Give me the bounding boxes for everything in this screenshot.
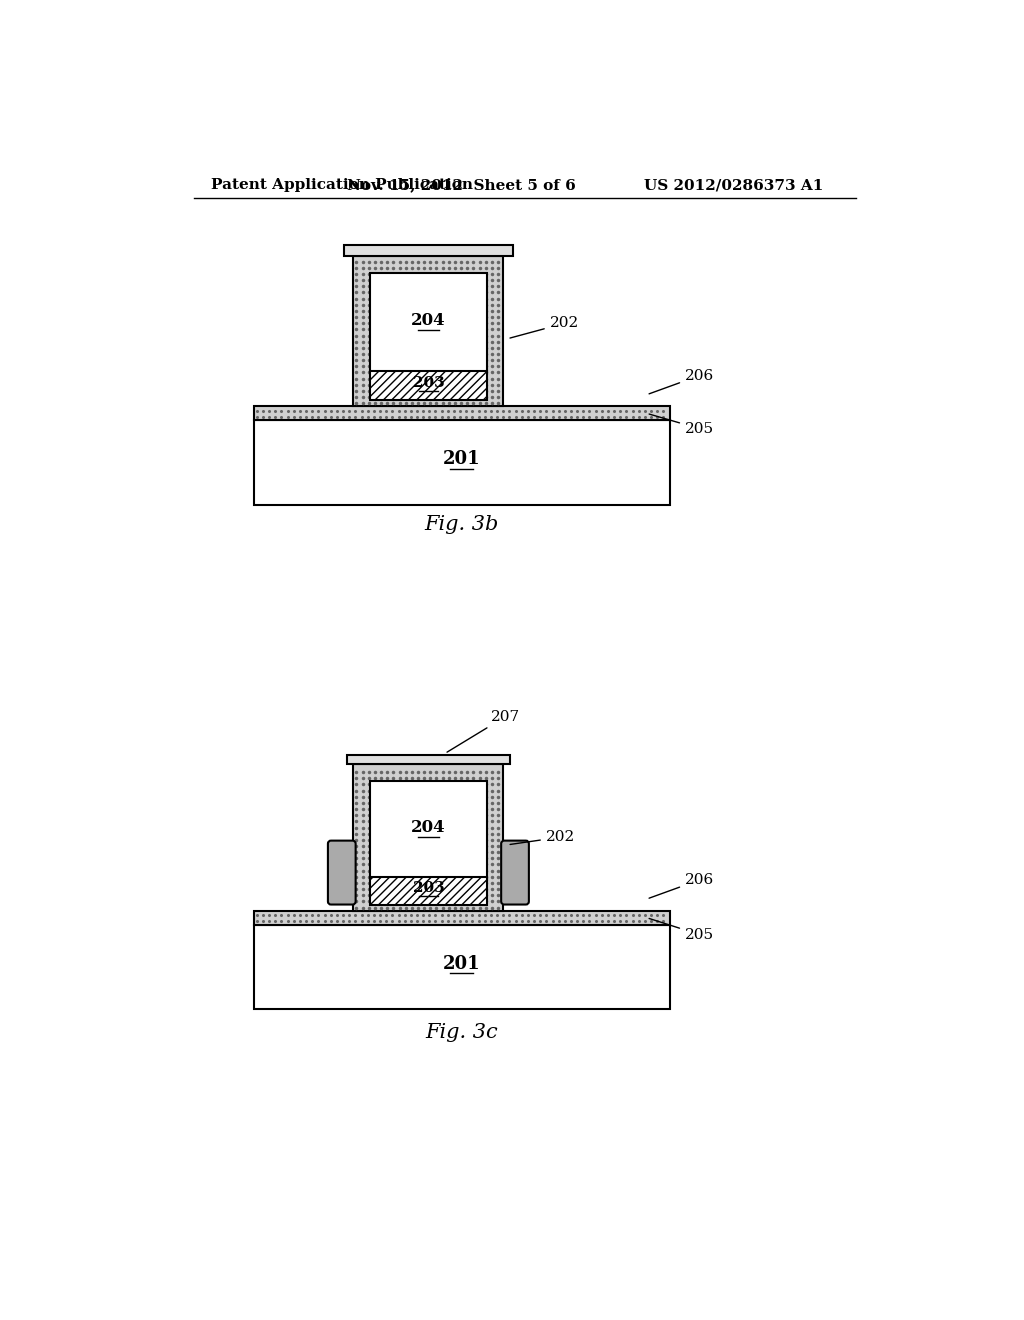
Bar: [353, 764, 504, 911]
Bar: [254, 924, 670, 1010]
Text: 206: 206: [649, 873, 714, 898]
Text: 205: 205: [649, 414, 714, 436]
Bar: [353, 256, 504, 407]
Text: Fig. 3b: Fig. 3b: [425, 515, 499, 533]
Text: 201: 201: [442, 954, 480, 973]
Bar: [254, 407, 670, 420]
Bar: [371, 781, 486, 880]
FancyBboxPatch shape: [328, 841, 355, 904]
Text: 202: 202: [510, 317, 579, 338]
Bar: [371, 371, 486, 400]
Text: US 2012/0286373 A1: US 2012/0286373 A1: [644, 178, 823, 193]
Bar: [347, 755, 510, 764]
Bar: [371, 273, 486, 374]
Text: Patent Application Publication: Patent Application Publication: [211, 178, 473, 193]
Text: 205: 205: [649, 919, 714, 941]
Bar: [254, 420, 670, 506]
Text: 203: 203: [413, 882, 444, 895]
Text: 207: 207: [447, 710, 520, 752]
Bar: [254, 911, 670, 924]
Text: Nov. 15, 2012  Sheet 5 of 6: Nov. 15, 2012 Sheet 5 of 6: [347, 178, 577, 193]
Text: 203: 203: [413, 376, 444, 391]
Bar: [371, 876, 486, 904]
Text: 201: 201: [442, 450, 480, 469]
Text: 204: 204: [411, 818, 445, 836]
FancyBboxPatch shape: [501, 841, 528, 904]
Bar: [344, 246, 513, 256]
Text: Fig. 3c: Fig. 3c: [425, 1023, 498, 1041]
Text: 204: 204: [411, 312, 445, 329]
Text: 206: 206: [649, 368, 714, 393]
Text: 202: 202: [510, 830, 575, 845]
